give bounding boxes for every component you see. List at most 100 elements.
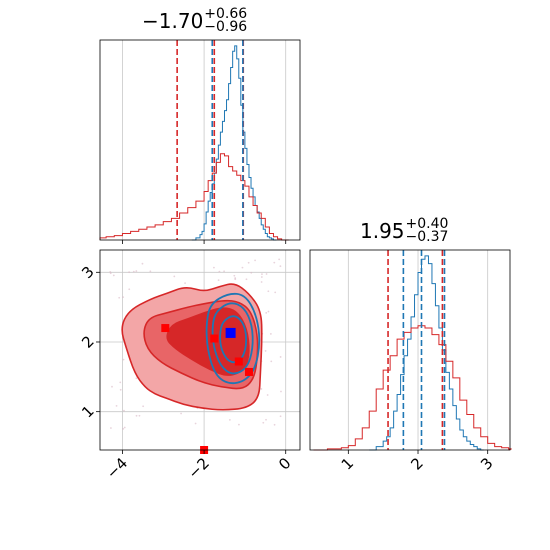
- marginal-y-hist-red: [313, 325, 512, 451]
- joint-sample-point: [184, 282, 186, 285]
- joint-x-tick-label: −4: [103, 454, 131, 482]
- joint-sample-point: [278, 258, 281, 261]
- marginal-y-title-plus: +0.40: [405, 216, 449, 232]
- joint-sample-point: [122, 358, 125, 361]
- joint-sample-point: [267, 310, 270, 313]
- joint-sample-point: [241, 266, 244, 269]
- joint-sample-point: [135, 414, 138, 417]
- joint-sample-point: [218, 270, 221, 273]
- marginal-y-title-minus: −0.37: [405, 229, 449, 245]
- joint-sample-point: [111, 385, 113, 388]
- joint-sample-point: [265, 273, 268, 275]
- joint-x-tick-label: 0: [275, 454, 294, 473]
- joint-sample-point: [123, 426, 126, 429]
- joint-sample-point: [266, 394, 269, 396]
- joint-x-tick-label: −2: [185, 454, 213, 482]
- joint-sample-point: [112, 274, 115, 277]
- marginal-y-title-value: 1.95: [360, 219, 405, 243]
- joint-sample-point: [122, 296, 125, 299]
- marginal-y-panel: 1 2 3: [313, 250, 512, 474]
- joint-sample-point: [273, 261, 276, 264]
- joint-sample-point: [138, 414, 141, 417]
- marginal-x-hist-blue: [191, 45, 277, 241]
- joint-sample-point: [247, 261, 250, 264]
- joint-sample-point: [123, 409, 125, 412]
- joint-sample-point: [254, 259, 256, 262]
- joint-sample-point: [234, 277, 237, 279]
- joint-sample-point: [142, 405, 145, 408]
- joint-y-tick-label: 1: [78, 402, 97, 421]
- joint-sample-point: [279, 415, 282, 418]
- joint-sample-point: [270, 360, 273, 363]
- joint-marker-red: [244, 367, 253, 376]
- joint-y-tick-label: 2: [78, 332, 97, 351]
- joint-sample-point: [260, 388, 263, 390]
- joint-sample-point: [261, 273, 263, 276]
- marginal-x-frame: [99, 39, 301, 241]
- joint-sample-point: [273, 423, 276, 426]
- joint-marker-red: [161, 324, 170, 333]
- joint-sample-point: [115, 404, 118, 407]
- joint-sample-point: [132, 270, 135, 273]
- joint-sample-point: [260, 276, 263, 278]
- joint-sample-point: [265, 418, 267, 421]
- joint-sample-point: [262, 421, 265, 424]
- marginal-y-frame: [309, 249, 511, 451]
- joint-sample-point: [110, 427, 112, 429]
- marginal-x-title-value: −1.70: [142, 9, 204, 33]
- joint-sample-point: [119, 381, 122, 384]
- joint-blue-contour-level-2: [211, 302, 254, 375]
- marginal-y-title-errors: +0.40 −0.37: [405, 216, 449, 245]
- joint-sample-point: [265, 311, 268, 314]
- joint-marker-red: [210, 334, 219, 343]
- joint-marker-red: [234, 357, 243, 366]
- marginal-y-tick-label: 3: [477, 454, 496, 473]
- joint-sample-point: [264, 350, 267, 352]
- joint-sample-point: [194, 422, 197, 425]
- joint-sample-point: [269, 333, 272, 335]
- joint-sample-point: [279, 265, 282, 268]
- joint-sample-point: [245, 278, 248, 281]
- marginal-y-tick-label: 2: [407, 454, 426, 473]
- joint-frame: [99, 249, 301, 451]
- joint-sample-point: [128, 288, 131, 291]
- marginal-x-title-errors: +0.66 −0.96: [204, 6, 248, 35]
- joint-sample-point: [141, 262, 144, 265]
- joint-sample-point: [223, 270, 226, 273]
- joint-y-tick-label: 3: [78, 263, 97, 282]
- joint-sample-point: [128, 271, 131, 274]
- joint-sample-point: [279, 356, 282, 358]
- joint-sample-point: [119, 388, 122, 391]
- joint-sample-point: [122, 427, 125, 430]
- joint-sample-point: [238, 423, 240, 426]
- joint-sample-point: [135, 270, 138, 272]
- joint-sample-point: [109, 272, 112, 275]
- joint-sample-point: [280, 390, 282, 393]
- joint-sample-point: [180, 412, 182, 415]
- joint-blue-contour-level-1: [205, 292, 261, 385]
- marginal-y-hist-blue: [369, 255, 484, 451]
- joint-sample-point: [135, 377, 138, 380]
- joint-sample-point: [173, 275, 176, 278]
- joint-marker-blue: [225, 327, 236, 338]
- marginal-x-panel: [99, 40, 289, 244]
- marginal-y-tick-label: 1: [338, 454, 357, 473]
- joint-sample-point: [228, 418, 231, 421]
- joint-sample-point: [118, 296, 121, 299]
- joint-panel: −4 −2 0 1 2 3: [78, 250, 300, 482]
- marginal-y-title: 1.95 +0.40 −0.37: [360, 216, 449, 245]
- joint-sample-point: [260, 281, 263, 283]
- marginal-x-title-minus: −0.96: [204, 19, 248, 35]
- joint-sample-point: [217, 279, 220, 282]
- joint-plot-area: [100, 250, 300, 450]
- marginal-x-title: −1.70 +0.66 −0.96: [142, 6, 248, 35]
- marginal-x-hist-red: [99, 153, 289, 241]
- marginal-x-title-plus: +0.66: [204, 6, 248, 22]
- joint-sample-point: [274, 291, 277, 294]
- joint-sample-point: [250, 271, 253, 274]
- joint-sample-point: [149, 270, 152, 273]
- joint-sample-point: [233, 274, 236, 277]
- joint-sample-point: [267, 290, 270, 293]
- joint-sample-point: [213, 266, 215, 269]
